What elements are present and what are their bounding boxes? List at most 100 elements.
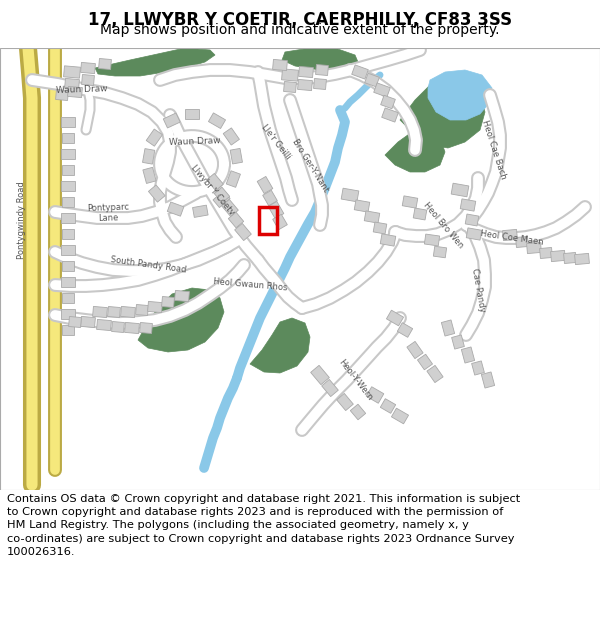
Bar bbox=[527, 242, 541, 254]
Text: Heol Bro Wen: Heol Bro Wen bbox=[421, 200, 465, 250]
Bar bbox=[382, 108, 398, 122]
Bar bbox=[460, 199, 476, 211]
Bar bbox=[62, 165, 74, 175]
Bar bbox=[481, 372, 494, 388]
Bar bbox=[68, 316, 82, 328]
Bar bbox=[263, 190, 277, 206]
Bar bbox=[298, 79, 313, 91]
Bar bbox=[472, 361, 484, 375]
Bar bbox=[365, 73, 379, 87]
Bar bbox=[148, 301, 163, 312]
Text: Lle'r Geilli: Lle'r Geilli bbox=[260, 122, 292, 161]
Bar bbox=[61, 309, 75, 319]
Text: Heol-Y-Wern: Heol-Y-Wern bbox=[336, 357, 374, 402]
Bar bbox=[442, 320, 455, 336]
Bar bbox=[563, 253, 577, 264]
Bar bbox=[235, 223, 251, 241]
Polygon shape bbox=[385, 130, 445, 172]
Text: South Pandy Road: South Pandy Road bbox=[110, 255, 187, 275]
Bar bbox=[140, 322, 152, 334]
Bar bbox=[148, 185, 165, 202]
Bar bbox=[92, 306, 107, 318]
Bar bbox=[80, 62, 95, 74]
Bar bbox=[61, 117, 75, 127]
Bar bbox=[80, 316, 95, 328]
Bar bbox=[175, 291, 190, 302]
Bar bbox=[193, 205, 208, 217]
Bar bbox=[427, 366, 443, 382]
Bar bbox=[539, 248, 553, 259]
Polygon shape bbox=[282, 48, 358, 70]
Bar bbox=[380, 95, 395, 109]
Text: Bro Ger-Y-Nant: Bro Ger-Y-Nant bbox=[290, 137, 330, 193]
Bar bbox=[350, 404, 365, 420]
Polygon shape bbox=[95, 48, 215, 76]
Bar bbox=[112, 321, 124, 332]
Bar bbox=[311, 366, 329, 384]
Bar bbox=[136, 304, 148, 316]
Bar bbox=[354, 200, 370, 212]
Polygon shape bbox=[138, 288, 224, 352]
Bar bbox=[206, 173, 223, 191]
Bar bbox=[503, 229, 517, 241]
Bar bbox=[316, 64, 328, 76]
Bar bbox=[452, 335, 464, 349]
Bar bbox=[61, 149, 75, 159]
Bar bbox=[82, 74, 94, 86]
Bar bbox=[380, 234, 396, 246]
Bar bbox=[551, 251, 565, 262]
Bar bbox=[65, 78, 79, 89]
Bar bbox=[268, 201, 284, 219]
Bar bbox=[465, 214, 479, 226]
Bar bbox=[62, 261, 74, 271]
Bar bbox=[61, 277, 75, 287]
Bar bbox=[391, 408, 409, 424]
Bar bbox=[418, 354, 433, 370]
Bar bbox=[230, 148, 242, 164]
Bar bbox=[62, 229, 74, 239]
Bar bbox=[424, 234, 440, 246]
Text: Heol Gwaun Rhos: Heol Gwaun Rhos bbox=[212, 278, 287, 292]
Polygon shape bbox=[400, 78, 485, 148]
Polygon shape bbox=[250, 318, 310, 373]
Bar bbox=[374, 83, 390, 97]
Bar bbox=[272, 59, 287, 71]
Bar bbox=[322, 379, 338, 397]
Bar bbox=[397, 322, 413, 338]
Text: Contains OS data © Crown copyright and database right 2021. This information is : Contains OS data © Crown copyright and d… bbox=[7, 494, 520, 557]
Bar bbox=[61, 181, 75, 191]
Bar bbox=[272, 214, 287, 230]
Bar bbox=[451, 183, 469, 197]
Bar bbox=[185, 109, 199, 119]
Bar bbox=[143, 149, 155, 164]
Bar bbox=[68, 86, 82, 98]
Text: Pontygwindy Road: Pontygwindy Road bbox=[17, 181, 26, 259]
Bar bbox=[575, 253, 589, 264]
Text: Map shows position and indicative extent of the property.: Map shows position and indicative extent… bbox=[100, 24, 500, 38]
Bar bbox=[413, 208, 427, 220]
Bar bbox=[61, 213, 75, 223]
Bar bbox=[62, 325, 74, 335]
Bar bbox=[402, 196, 418, 208]
Bar bbox=[121, 306, 136, 318]
Bar bbox=[208, 113, 226, 129]
Bar bbox=[61, 245, 75, 255]
Bar bbox=[407, 341, 423, 359]
Bar bbox=[62, 197, 74, 207]
Bar bbox=[97, 319, 112, 331]
Bar bbox=[281, 69, 298, 81]
Bar bbox=[337, 393, 353, 411]
Text: Cae Pandy: Cae Pandy bbox=[470, 268, 486, 312]
Bar bbox=[257, 176, 273, 194]
Bar bbox=[284, 81, 296, 92]
Bar bbox=[163, 113, 180, 128]
Bar bbox=[366, 387, 384, 403]
Bar bbox=[98, 59, 112, 69]
Bar bbox=[125, 322, 139, 334]
Bar bbox=[62, 133, 74, 143]
Bar bbox=[107, 306, 121, 318]
Bar bbox=[161, 296, 175, 308]
Bar bbox=[380, 399, 395, 413]
Bar bbox=[213, 191, 230, 208]
Bar bbox=[314, 79, 326, 89]
